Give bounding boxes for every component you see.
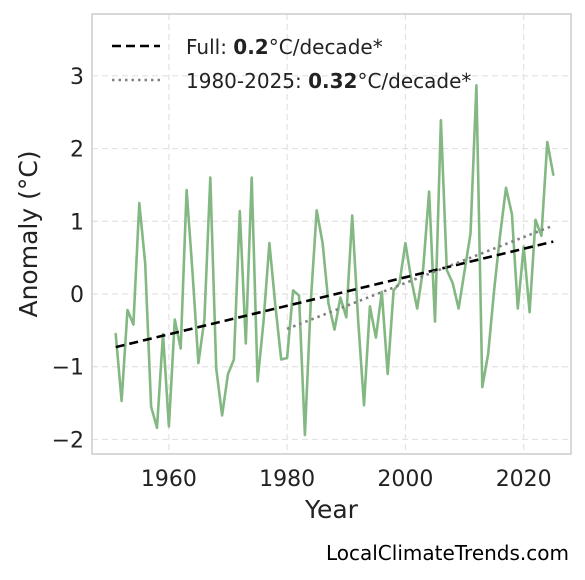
legend-full-value: 0.2 [233,35,268,59]
x-tick-label: 1980 [259,467,315,492]
plot-frame [91,13,572,455]
y-tick-label: 2 [70,138,84,163]
legend-recent-value: 0.32 [308,69,357,93]
recent-trend-line [286,224,554,331]
y-tick-label: 1 [70,210,84,235]
source-credit: LocalClimateTrends.com [326,541,569,565]
y-tick-label: −2 [52,428,84,453]
series-group [114,84,555,437]
x-tick-label: 1960 [141,467,197,492]
annual-anomaly-line [114,84,555,437]
x-axis-ticks: 1960 1980 2000 2020 [141,467,552,492]
legend-recent-suffix: °C/decade* [357,69,471,93]
y-tick-label: 3 [70,65,84,90]
x-tick-label: 2020 [496,467,552,492]
y-axis-label: Anomaly (°C) [14,150,43,317]
y-axis-ticks: −2 −1 0 1 2 3 [52,65,84,454]
x-tick-label: 2000 [377,467,433,492]
grid [92,14,571,454]
legend-label-1980-2025: 1980-2025: 0.32°C/decade* [186,69,471,93]
x-axis-label: Year [304,495,359,524]
legend-label-full: Full: 0.2°C/decade* [186,35,383,59]
legend: Full: 0.2°C/decade* 1980-2025: 0.32°C/de… [112,35,471,93]
legend-full-prefix: Full: [186,35,233,59]
y-tick-label: 0 [70,283,84,308]
full-trend-line [115,240,554,349]
legend-full-suffix: °C/decade* [269,35,383,59]
legend-recent-prefix: 1980-2025: [186,69,308,93]
y-tick-label: −1 [52,356,84,381]
